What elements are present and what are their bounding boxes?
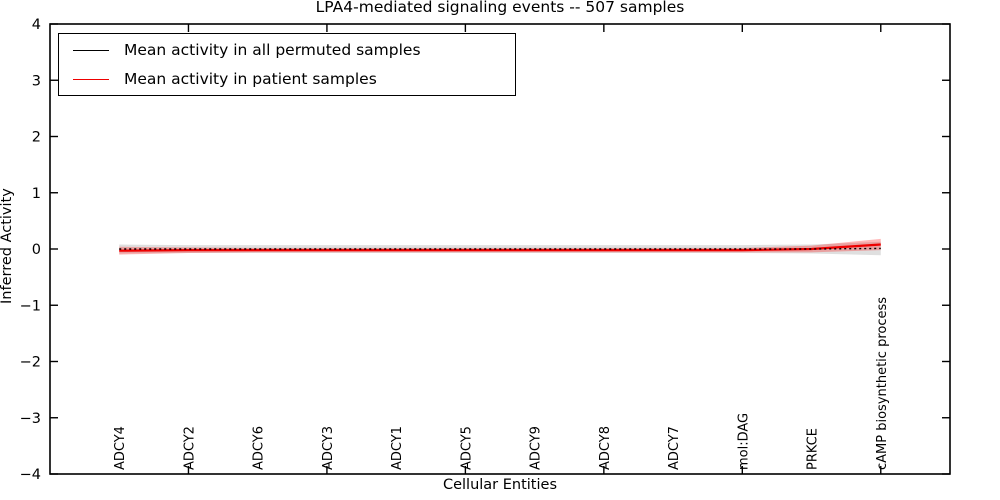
permuted-line-sample-icon — [73, 49, 109, 51]
legend-entry-patient: Mean activity in patient samples — [59, 66, 515, 92]
legend-entry-label: Mean activity in all permuted samples — [124, 41, 421, 59]
x-category-label: ADCY4 — [113, 426, 128, 470]
y-tick-label: −3 — [20, 411, 41, 427]
y-tick-label: 1 — [32, 186, 41, 202]
y-axis-label: Inferred Activity — [0, 188, 15, 304]
y-tick-label: −1 — [20, 298, 41, 314]
y-tick-label: 2 — [32, 130, 41, 146]
y-tick-label: 3 — [32, 73, 41, 89]
y-tick-label: −4 — [20, 467, 41, 483]
x-category-label: ADCY9 — [529, 426, 544, 470]
patient-series-line — [119, 243, 881, 252]
x-category-label: mol:DAG — [736, 413, 751, 470]
x-category-label: ADCY2 — [182, 426, 197, 470]
x-category-label: ADCY5 — [459, 426, 474, 470]
x-category-label: ADCY7 — [667, 426, 682, 470]
y-tick-label: 4 — [32, 17, 41, 33]
legend-entry-permuted: Mean activity in all permuted samples — [59, 37, 515, 63]
x-axis-label: Cellular Entities — [442, 477, 558, 493]
legend: Mean activity in all permuted samples Me… — [58, 33, 516, 96]
x-category-label: PRKCE — [806, 428, 821, 470]
x-category-label: ADCY3 — [321, 426, 336, 470]
patient-line-sample-icon — [73, 78, 109, 80]
x-category-label: ADCY1 — [390, 426, 405, 470]
x-category-label: cAMP biosynthetic process — [875, 297, 890, 470]
permuted-series-line — [119, 247, 881, 250]
chart-title: LPA4-mediated signaling events -- 507 sa… — [315, 0, 685, 16]
x-category-label: ADCY8 — [598, 426, 613, 470]
legend-entry-label: Mean activity in patient samples — [124, 70, 377, 88]
y-tick-label: 0 — [32, 242, 41, 258]
x-category-label: ADCY6 — [252, 426, 267, 470]
y-tick-label: −2 — [20, 355, 41, 371]
